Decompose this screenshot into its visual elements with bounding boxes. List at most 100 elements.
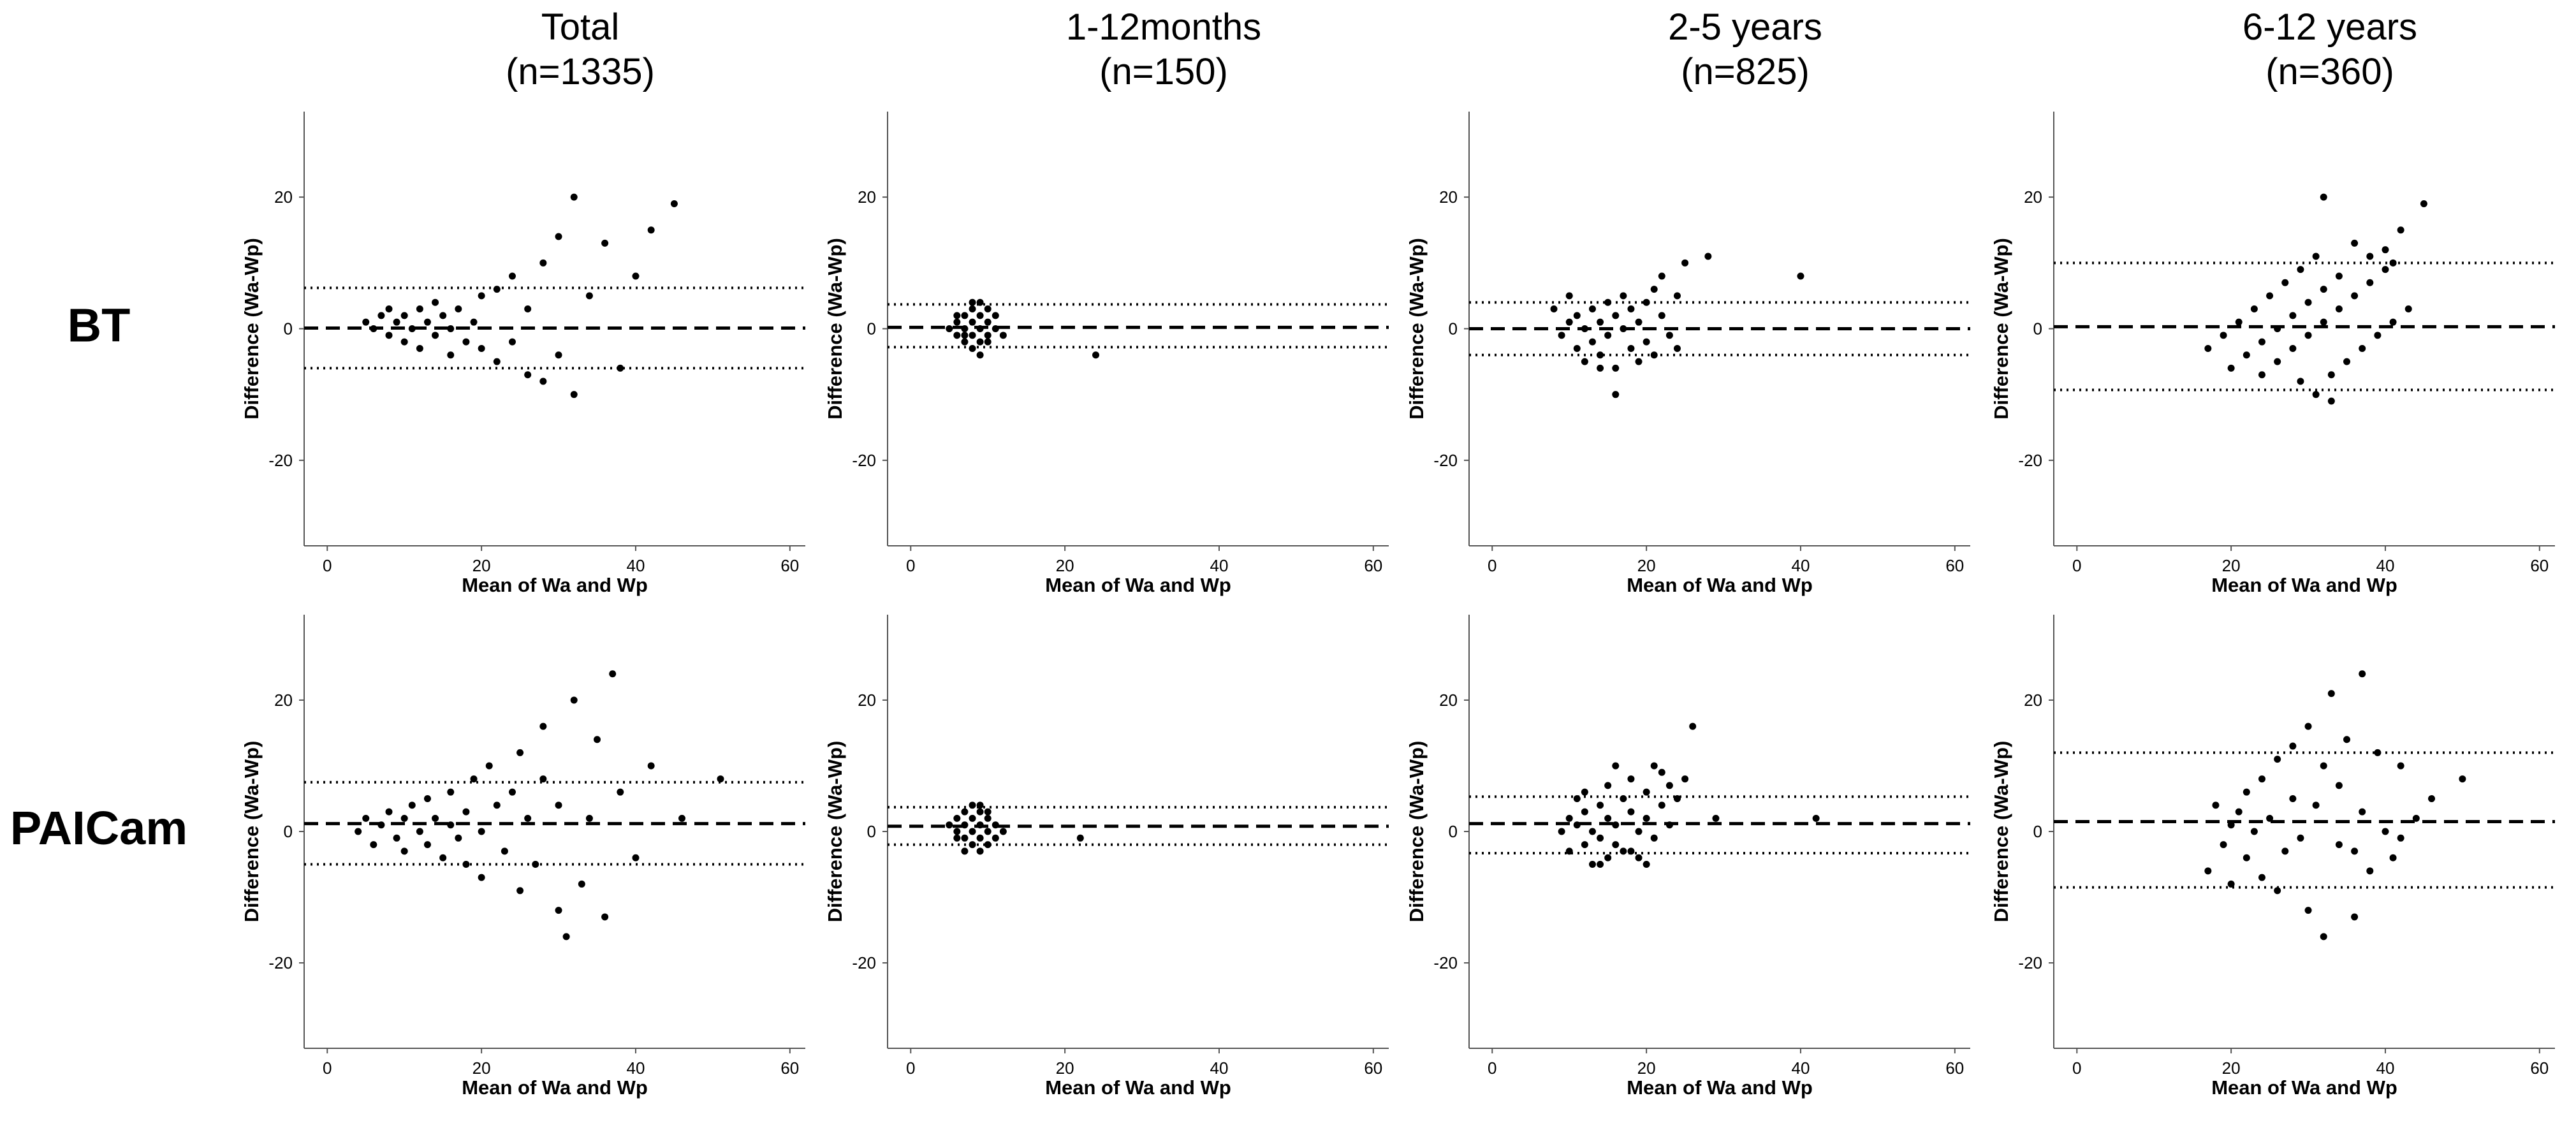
column-title: 1-12months [1066,6,1261,48]
x-tick-label: 60 [780,1058,799,1078]
point [670,200,678,207]
point [493,286,501,293]
point [2289,742,2297,750]
point [539,377,547,385]
y-tick-label: 0 [284,822,293,841]
point [1604,332,1612,339]
point [2366,867,2374,875]
point [976,351,984,359]
point [485,762,493,770]
x-tick-label: 0 [906,1058,915,1078]
point [1597,318,1604,326]
point [432,298,439,306]
point [1620,325,1627,332]
point [393,834,400,842]
point [2459,775,2466,783]
point [2266,814,2274,822]
point [2289,344,2297,352]
point [647,762,655,770]
point [501,847,508,855]
point [385,305,393,313]
y-tick-label: 20 [1439,187,1458,207]
point [1627,344,1635,352]
point [961,834,969,842]
y-tick-label: 20 [858,691,876,710]
point [953,318,961,326]
point [1597,364,1604,372]
point [961,338,969,346]
point [2366,253,2374,260]
point [1643,298,1650,306]
point [1612,821,1620,829]
point [1635,828,1643,835]
point [1658,802,1665,809]
x-tick-label: 60 [780,556,799,575]
point [717,775,724,783]
point [1573,795,1581,802]
point [992,325,999,332]
point [416,828,423,835]
x-tick-label: 40 [2376,1058,2395,1078]
point [455,305,462,313]
point [1627,775,1635,783]
x-tick-label: 0 [1488,556,1497,575]
point [2297,377,2304,385]
y-tick-label: 20 [274,691,293,710]
point [2397,762,2404,770]
point [969,305,976,313]
point [585,814,593,822]
point [1565,814,1573,822]
point [1588,861,1596,868]
point [976,834,984,842]
y-tick-label: 0 [284,319,293,339]
point [539,775,547,783]
point [969,298,976,306]
point [969,344,976,352]
point [953,834,961,842]
point [2274,887,2281,895]
point [2281,279,2289,286]
point [2204,344,2212,352]
point [1588,828,1596,835]
point [1665,782,1673,789]
point [470,775,478,783]
x-axis-label: Mean of Wa and Wp [1627,1076,1813,1099]
point [2335,272,2343,280]
x-tick-label: 40 [627,1058,645,1078]
point [447,325,455,332]
x-tick-label: 40 [1210,1058,1229,1078]
x-tick-label: 60 [2530,1058,2549,1078]
point [370,325,377,332]
point [2243,854,2250,861]
point [1558,828,1565,835]
point [2235,808,2243,816]
point [555,802,562,809]
column-title: 2-5 years [1668,6,1822,48]
point [1673,344,1681,352]
point [1565,292,1573,300]
point [984,841,992,849]
point [2412,814,2420,822]
y-axis-label: Difference (Wa-Wp) [824,238,846,420]
y-tick-label: 0 [1449,822,1458,841]
point [976,338,984,346]
point [508,272,516,280]
point [478,828,485,835]
point [2304,332,2312,339]
point [632,854,640,861]
point [969,828,976,835]
column-subtitle: (n=360) [2265,51,2394,92]
point [1597,802,1604,809]
y-tick-label: 0 [1449,319,1458,339]
point [946,821,953,829]
y-tick-label: -20 [268,953,293,972]
point [1581,788,1588,796]
y-axis-label: Difference (Wa-Wp) [1405,741,1428,923]
point [2289,795,2297,802]
point [1627,808,1635,816]
point [2382,246,2389,254]
point [976,325,984,332]
point [2304,907,2312,914]
point [1573,821,1581,829]
x-tick-label: 40 [1792,1058,1810,1078]
